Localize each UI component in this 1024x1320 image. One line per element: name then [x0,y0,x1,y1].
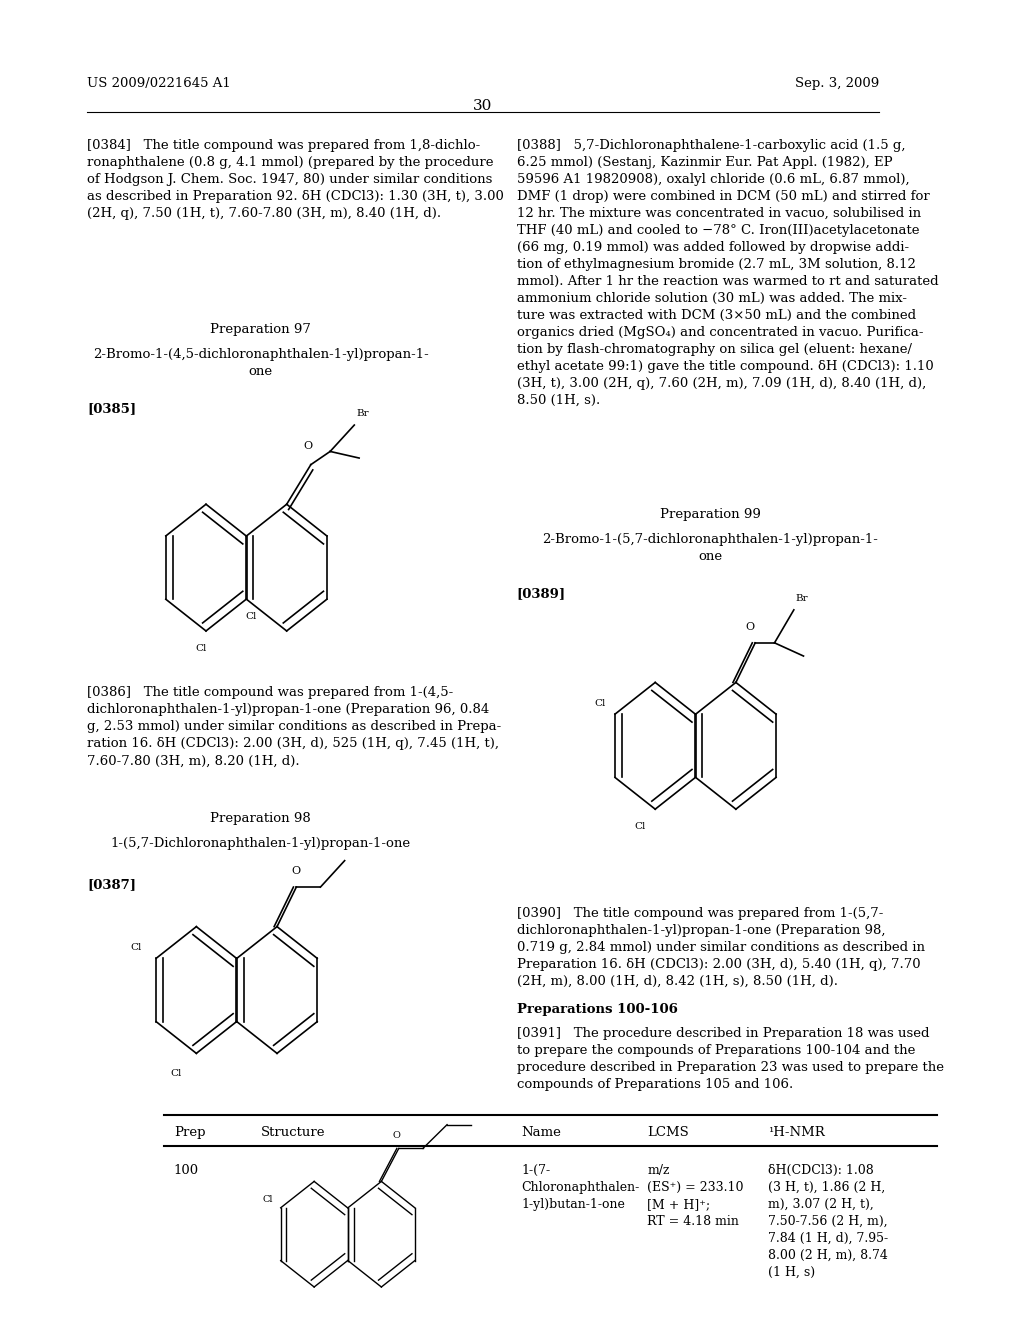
Text: [0387]: [0387] [87,878,136,891]
Text: [0388]   5,7-Dichloronaphthalene-1-carboxylic acid (1.5 g,
6.25 mmol) (Sestanj, : [0388] 5,7-Dichloronaphthalene-1-carboxy… [517,139,938,407]
Text: 1-(7-
Chloronaphthalen-
1-yl)butan-1-one: 1-(7- Chloronaphthalen- 1-yl)butan-1-one [521,1164,640,1212]
Text: Cl: Cl [594,698,605,708]
Text: Cl: Cl [262,1195,273,1204]
Text: [0390]   The title compound was prepared from 1-(5,7-
dichloronaphthalen-1-yl)pr: [0390] The title compound was prepared f… [517,907,925,987]
Text: Preparations 100-106: Preparations 100-106 [517,1003,678,1016]
Text: 2-Bromo-1-(5,7-dichloronaphthalen-1-yl)propan-1-
one: 2-Bromo-1-(5,7-dichloronaphthalen-1-yl)p… [542,533,878,564]
Text: ¹H-NMR: ¹H-NMR [768,1126,824,1139]
Text: US 2009/0221645 A1: US 2009/0221645 A1 [87,77,230,90]
Text: O: O [393,1131,400,1140]
Text: Cl: Cl [130,942,141,952]
Text: Preparation 98: Preparation 98 [211,812,311,825]
Text: Preparation 99: Preparation 99 [659,508,761,521]
Text: Cl: Cl [170,1069,182,1078]
Text: 100: 100 [174,1164,199,1177]
Text: 2-Bromo-1-(4,5-dichloronaphthalen-1-yl)propan-1-
one: 2-Bromo-1-(4,5-dichloronaphthalen-1-yl)p… [93,348,429,379]
Text: [0389]: [0389] [517,587,566,601]
Text: Br: Br [356,409,369,418]
Text: O: O [303,441,312,451]
Text: Structure: Structure [261,1126,326,1139]
Text: Preparation 97: Preparation 97 [210,323,311,337]
Text: Cl: Cl [196,644,207,653]
Text: [0386]   The title compound was prepared from 1-(4,5-
dichloronaphthalen-1-yl)pr: [0386] The title compound was prepared f… [87,686,501,767]
Text: [0391]   The procedure described in Preparation 18 was used
to prepare the compo: [0391] The procedure described in Prepar… [517,1027,944,1090]
Text: [0384]   The title compound was prepared from 1,8-dichlo-
ronaphthalene (0.8 g, : [0384] The title compound was prepared f… [87,139,504,219]
Text: LCMS: LCMS [647,1126,689,1139]
Text: Name: Name [521,1126,561,1139]
Text: O: O [292,866,301,876]
Text: 1-(5,7-Dichloronaphthalen-1-yl)propan-1-one: 1-(5,7-Dichloronaphthalen-1-yl)propan-1-… [111,837,411,850]
Text: [0385]: [0385] [87,403,136,416]
Text: Sep. 3, 2009: Sep. 3, 2009 [795,77,879,90]
Text: Prep: Prep [174,1126,206,1139]
Text: Cl: Cl [634,822,645,832]
Text: Cl: Cl [246,612,257,622]
Text: Br: Br [796,594,808,603]
Text: m/z
(ES⁺) = 233.10
[M + H]⁺;
RT = 4.18 min: m/z (ES⁺) = 233.10 [M + H]⁺; RT = 4.18 m… [647,1164,743,1228]
Text: δH(CDCl3): 1.08
(3 H, t), 1.86 (2 H,
m), 3.07 (2 H, t),
7.50-7.56 (2 H, m),
7.84: δH(CDCl3): 1.08 (3 H, t), 1.86 (2 H, m),… [768,1164,888,1279]
Text: O: O [745,622,755,632]
Text: 30: 30 [473,99,493,114]
